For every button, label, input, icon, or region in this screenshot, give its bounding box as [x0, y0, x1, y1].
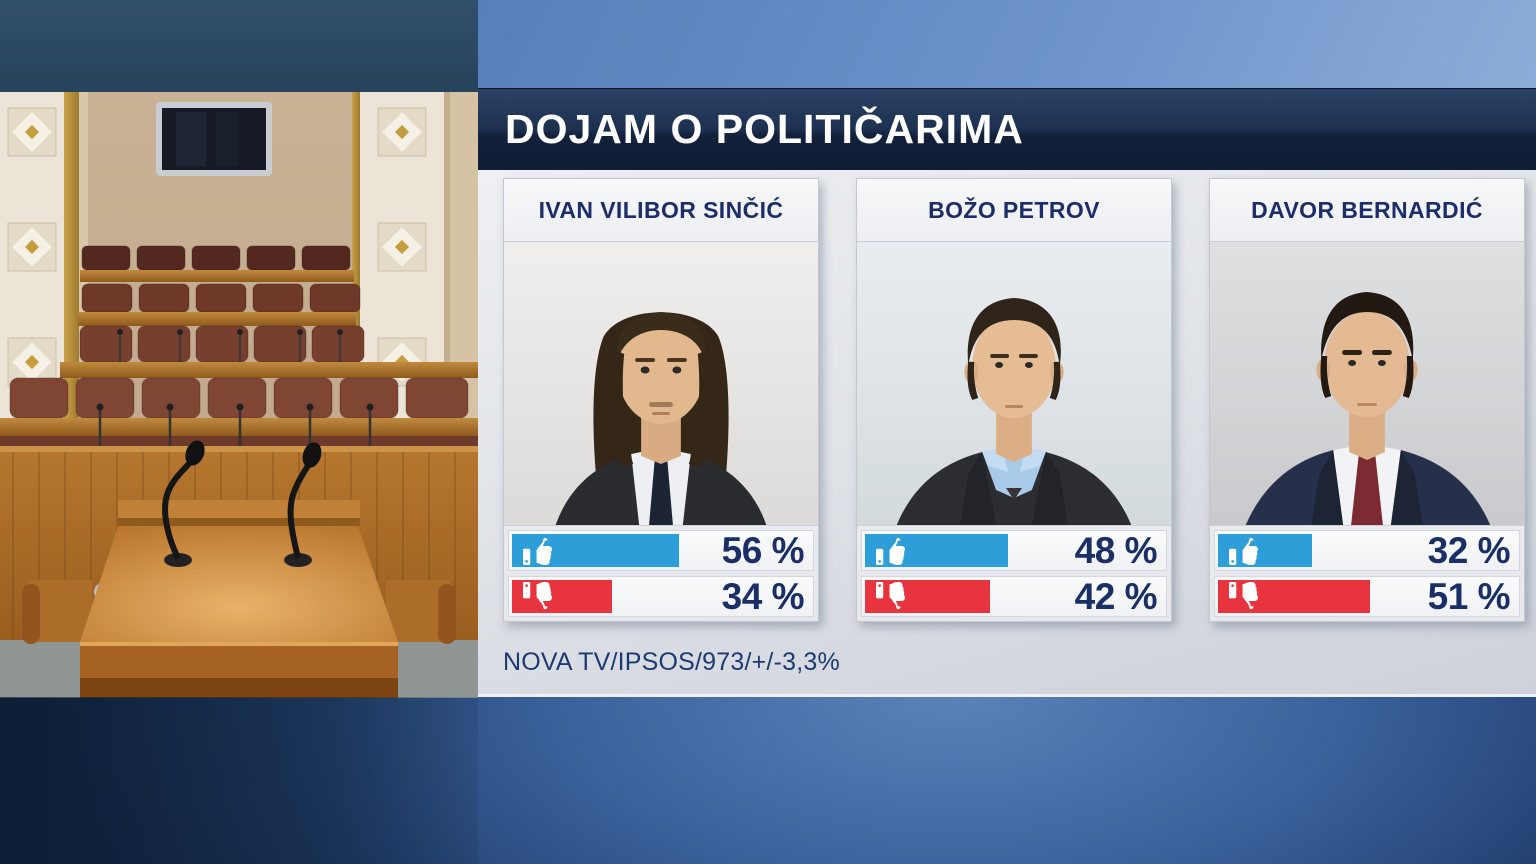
parliament-illustration	[0, 0, 478, 698]
thumbs-up-fill	[1218, 534, 1313, 567]
politician-name: BOŽO PETROV	[857, 179, 1171, 242]
thumbs-up-percentage: 56 %	[721, 529, 805, 571]
parliament-photo	[0, 0, 478, 698]
politician-name: DAVOR BERNARDIĆ	[1210, 179, 1524, 242]
thumbs-down-percentage: 34 %	[721, 575, 805, 617]
thumbs-down-bar: 42 %	[861, 576, 1167, 617]
speaker-podium	[22, 440, 456, 698]
ivan-vilibor-sincic-portrait	[504, 242, 818, 526]
thumbs-up-bar: 48 %	[861, 530, 1167, 571]
top-blue-strip	[478, 0, 1536, 88]
politician-card-sincic: IVAN VILIBOR SINČIĆ	[503, 178, 819, 622]
page-title: DOJAM O POLITIČARIMA	[505, 106, 1024, 152]
approval-bars: 48 % 42 %	[857, 526, 1171, 621]
thumbs-up-fill	[512, 534, 680, 567]
approval-bars: 32 % 51 %	[1210, 526, 1524, 621]
thumbs-down-icon	[876, 582, 905, 611]
thumbs-down-percentage: 51 %	[1427, 575, 1511, 617]
bozo-petrov-portrait	[857, 242, 1171, 526]
thumbs-down-fill	[865, 580, 990, 613]
thumbs-down-icon	[523, 582, 552, 611]
poll-source-line: NOVA TV/IPSOS/973/+/-3,3%	[503, 648, 840, 676]
thumbs-up-fill	[865, 534, 1008, 567]
thumbs-down-icon	[1229, 582, 1258, 611]
politician-card-bernardic: DAVOR BERNARDIĆ	[1209, 178, 1525, 622]
thumbs-up-bar: 56 %	[508, 530, 814, 571]
thumbs-down-fill	[512, 580, 613, 613]
footer-left-shade	[0, 697, 478, 864]
thumbs-up-percentage: 48 %	[1074, 529, 1158, 571]
politician-name: IVAN VILIBOR SINČIĆ	[504, 179, 818, 242]
thumbs-up-icon	[876, 536, 905, 565]
politician-card-petrov: BOŽO PETROV	[856, 178, 1172, 622]
thumbs-up-icon	[1229, 536, 1258, 565]
wall-tv-screen	[156, 102, 272, 176]
thumbs-up-bar: 32 %	[1214, 530, 1520, 571]
thumbs-down-percentage: 42 %	[1074, 575, 1158, 617]
poll-panel: DOJAM O POLITIČARIMA IVAN VILIBOR SINČIĆ	[478, 0, 1536, 697]
approval-bars: 56 % 34 %	[504, 526, 818, 621]
thumbs-up-percentage: 32 %	[1427, 529, 1511, 571]
poll-content-area: IVAN VILIBOR SINČIĆ	[478, 170, 1536, 697]
thumbs-down-fill	[1218, 580, 1371, 613]
thumbs-up-icon	[523, 536, 552, 565]
title-bar: DOJAM O POLITIČARIMA	[478, 88, 1536, 170]
thumbs-down-bar: 51 %	[1214, 576, 1520, 617]
politician-cards-row: IVAN VILIBOR SINČIĆ	[503, 178, 1536, 622]
davor-bernardic-portrait	[1210, 242, 1524, 526]
thumbs-down-bar: 34 %	[508, 576, 814, 617]
